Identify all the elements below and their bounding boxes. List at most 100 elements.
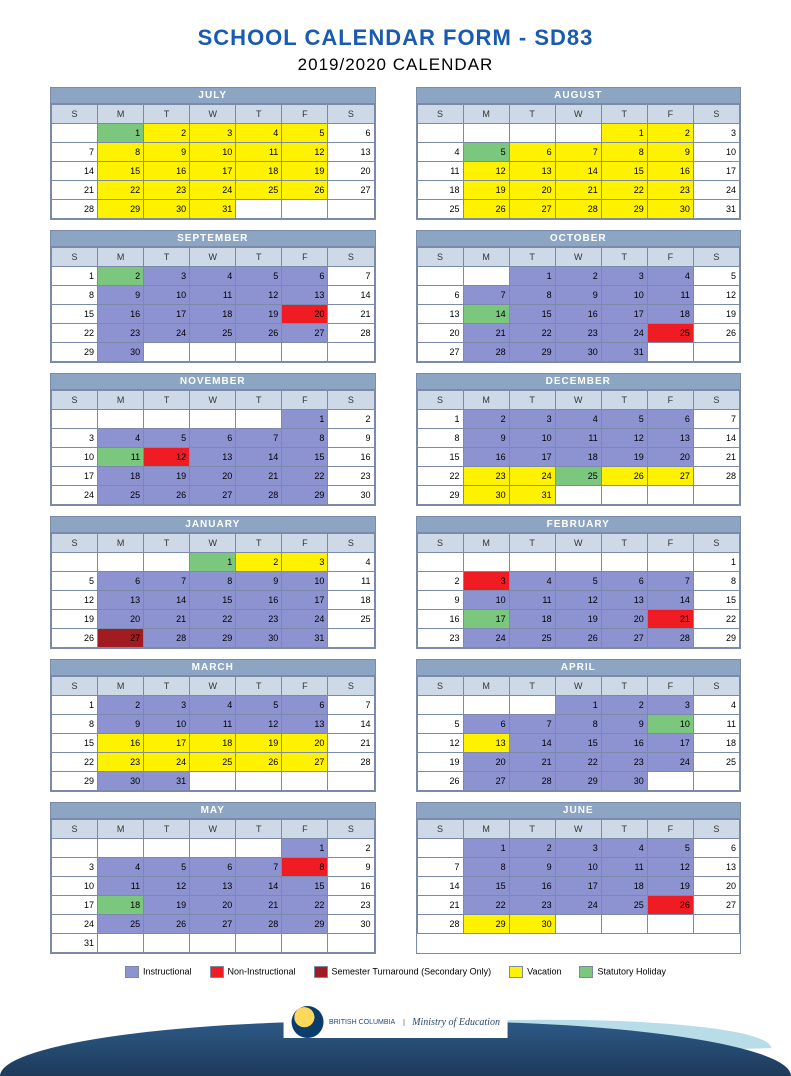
- month-october: OCTOBERSMTWTFS12345678910111213141516171…: [416, 230, 742, 363]
- day-cell: 22: [601, 181, 647, 200]
- day-header: S: [417, 391, 463, 410]
- day-cell: [647, 553, 693, 572]
- day-cell: 26: [236, 753, 282, 772]
- day-cell: 2: [328, 839, 374, 858]
- day-header: S: [693, 391, 739, 410]
- day-cell: 30: [555, 343, 601, 362]
- day-cell: 24: [144, 753, 190, 772]
- day-header: F: [282, 248, 328, 267]
- day-cell: 21: [417, 896, 463, 915]
- month-march: MARCHSMTWTFS1234567891011121314151617181…: [50, 659, 376, 792]
- day-header: T: [509, 105, 555, 124]
- day-cell: 20: [647, 448, 693, 467]
- day-cell: 1: [509, 267, 555, 286]
- day-cell: 6: [601, 572, 647, 591]
- month-title: OCTOBER: [417, 231, 741, 247]
- day-cell: 18: [98, 896, 144, 915]
- day-header: T: [509, 248, 555, 267]
- day-cell: 3: [282, 553, 328, 572]
- day-cell: 23: [509, 896, 555, 915]
- day-cell: [98, 934, 144, 953]
- day-cell: 22: [98, 181, 144, 200]
- day-cell: [144, 410, 190, 429]
- day-header: W: [190, 820, 236, 839]
- day-cell: 27: [417, 343, 463, 362]
- day-cell: 19: [282, 162, 328, 181]
- day-cell: 29: [417, 486, 463, 505]
- day-cell: 5: [52, 572, 98, 591]
- day-cell: 25: [693, 753, 739, 772]
- day-cell: [236, 839, 282, 858]
- day-header: S: [693, 248, 739, 267]
- day-cell: 17: [190, 162, 236, 181]
- day-cell: 24: [509, 467, 555, 486]
- day-cell: 28: [52, 200, 98, 219]
- day-cell: 26: [693, 324, 739, 343]
- day-header: W: [555, 105, 601, 124]
- day-cell: 5: [601, 410, 647, 429]
- day-cell: 15: [98, 162, 144, 181]
- day-cell: 20: [417, 324, 463, 343]
- day-cell: 18: [190, 305, 236, 324]
- day-cell: [417, 839, 463, 858]
- day-cell: 14: [236, 877, 282, 896]
- day-cell: 11: [555, 429, 601, 448]
- day-cell: 22: [509, 324, 555, 343]
- month-title: DECEMBER: [417, 374, 741, 390]
- day-header: W: [555, 534, 601, 553]
- month-june: JUNESMTWTFS12345678910111213141516171819…: [416, 802, 742, 954]
- day-cell: 17: [144, 305, 190, 324]
- day-cell: 29: [52, 772, 98, 791]
- day-cell: 10: [282, 572, 328, 591]
- day-header: S: [52, 534, 98, 553]
- day-cell: 25: [328, 610, 374, 629]
- day-cell: 12: [601, 429, 647, 448]
- day-header: M: [98, 534, 144, 553]
- day-cell: 31: [190, 200, 236, 219]
- day-cell: [282, 772, 328, 791]
- day-cell: 28: [144, 629, 190, 648]
- month-may: MAYSMTWTFS123456789101112131415161718192…: [50, 802, 376, 954]
- day-cell: 16: [144, 162, 190, 181]
- day-cell: 17: [693, 162, 739, 181]
- day-cell: 6: [463, 715, 509, 734]
- day-cell: 9: [463, 429, 509, 448]
- day-header: M: [463, 534, 509, 553]
- day-cell: 20: [693, 877, 739, 896]
- day-cell: 11: [236, 143, 282, 162]
- day-cell: 18: [555, 448, 601, 467]
- day-cell: 20: [190, 896, 236, 915]
- day-cell: [555, 553, 601, 572]
- day-cell: 7: [328, 696, 374, 715]
- day-cell: 20: [328, 162, 374, 181]
- day-cell: 25: [509, 629, 555, 648]
- day-cell: 15: [52, 305, 98, 324]
- day-cell: 19: [144, 467, 190, 486]
- month-title: FEBRUARY: [417, 517, 741, 533]
- day-cell: 11: [190, 715, 236, 734]
- day-cell: 7: [463, 286, 509, 305]
- day-cell: 17: [282, 591, 328, 610]
- day-header: T: [509, 534, 555, 553]
- day-cell: 27: [693, 896, 739, 915]
- day-cell: [190, 839, 236, 858]
- day-cell: 1: [190, 553, 236, 572]
- day-header: S: [417, 820, 463, 839]
- day-header: S: [52, 105, 98, 124]
- day-cell: 25: [555, 467, 601, 486]
- page-subtitle: 2019/2020 CALENDAR: [50, 55, 741, 75]
- day-header: T: [144, 248, 190, 267]
- day-cell: 1: [52, 267, 98, 286]
- day-cell: 19: [693, 305, 739, 324]
- day-cell: 6: [328, 124, 374, 143]
- day-cell: 16: [555, 305, 601, 324]
- day-cell: [463, 696, 509, 715]
- day-header: F: [647, 677, 693, 696]
- day-cell: 27: [282, 324, 328, 343]
- day-cell: 22: [190, 610, 236, 629]
- day-cell: 27: [463, 772, 509, 791]
- day-cell: 18: [509, 610, 555, 629]
- day-cell: [328, 343, 374, 362]
- day-header: F: [282, 534, 328, 553]
- month-title: JUNE: [417, 803, 741, 819]
